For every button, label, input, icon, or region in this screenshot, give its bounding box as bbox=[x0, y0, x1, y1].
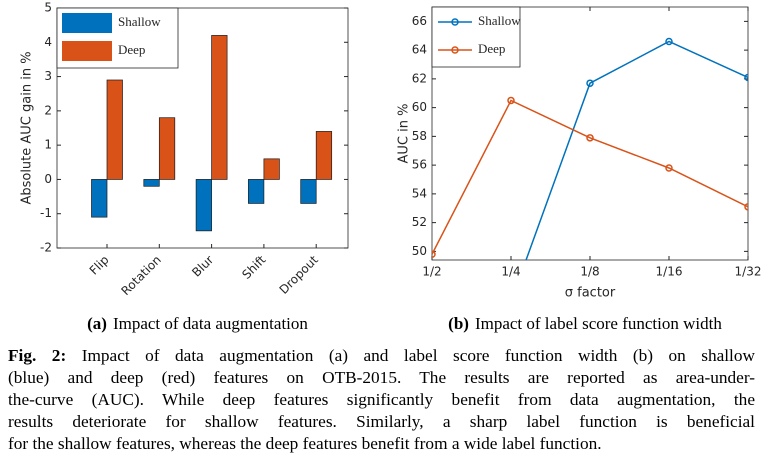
x-axis-label: σ factor bbox=[565, 286, 616, 301]
legend-label: Deep bbox=[478, 41, 505, 56]
y-tick-label: 5 bbox=[44, 1, 52, 15]
caption-text: the-curve (AUC). While deep features sig… bbox=[8, 390, 755, 409]
bar bbox=[315, 131, 333, 180]
y-axis-label: Absolute AUC gain in % bbox=[20, 51, 35, 204]
figure: -2 -1 0 1 2 3 4 5 Absolute AUC gain in % (a) Impac… bbox=[20, 1, 762, 333]
legend-swatch-marker bbox=[451, 18, 459, 26]
point bbox=[586, 79, 594, 87]
x-tick-label: 1/2 bbox=[422, 265, 441, 279]
x-tick-label: 1/4 bbox=[501, 265, 520, 279]
y-tick-label: 4 bbox=[44, 35, 52, 49]
y-tick-label: 54 bbox=[412, 186, 427, 200]
series-line bbox=[432, 99, 748, 255]
y-tick-label: 50 bbox=[412, 244, 427, 258]
legend-swatch bbox=[62, 13, 112, 33]
subcaption-label: (b) bbox=[448, 314, 469, 333]
bar bbox=[158, 117, 176, 180]
point bbox=[665, 164, 673, 172]
y-tick-label: 56 bbox=[412, 158, 427, 172]
x-tick-label: 1/32 bbox=[735, 265, 762, 279]
y-tick-label: 66 bbox=[412, 14, 427, 28]
subcaption: (a) Impact of data augmentation bbox=[87, 314, 308, 333]
y-tick-label: -1 bbox=[40, 206, 52, 220]
y-tick-label: 3 bbox=[44, 69, 52, 83]
x-tick-label: Dropout bbox=[277, 252, 321, 296]
caption-text: Impact of data augmentation (a) and labe… bbox=[81, 346, 755, 365]
point bbox=[432, 250, 436, 258]
bar bbox=[263, 158, 280, 180]
caption-text: for the shallow features, whereas the de… bbox=[8, 434, 602, 453]
y-tick-label: -2 bbox=[40, 241, 52, 255]
caption-line: Fig. 2: Impact of data augmentation (a) … bbox=[8, 345, 755, 367]
caption-line: (blue) and deep (red) features on OTB-20… bbox=[8, 367, 755, 389]
caption-line: results deteriorate for shallow features… bbox=[8, 411, 755, 433]
x-tick-label: Blur bbox=[189, 253, 216, 280]
y-tick-label: 0 bbox=[44, 172, 52, 186]
bar bbox=[211, 35, 228, 180]
point bbox=[744, 203, 748, 211]
point bbox=[744, 73, 748, 82]
y-tick-label: 60 bbox=[412, 100, 427, 114]
plot-area bbox=[432, 37, 748, 305]
caption-label: Fig. 2: bbox=[8, 346, 67, 365]
x-tick-label: 1/16 bbox=[656, 265, 683, 279]
series-line bbox=[525, 40, 748, 260]
figure-caption: Fig. 2: Impact of data augmentation (a) … bbox=[8, 345, 755, 455]
subcaption: (b) Impact of label score function width bbox=[448, 314, 722, 333]
subcaption-text: Impact of data augmentation bbox=[113, 314, 308, 333]
legend-label: Shallow bbox=[118, 14, 161, 29]
caption-text: results deteriorate for shallow features… bbox=[8, 412, 755, 431]
y-tick-label: 64 bbox=[412, 43, 427, 57]
y-tick-label: 52 bbox=[412, 215, 427, 229]
legend-swatch bbox=[62, 41, 112, 61]
point bbox=[507, 96, 515, 105]
subcaption-label: (a) bbox=[87, 314, 107, 333]
caption-text: (blue) and deep (red) features on OTB-20… bbox=[8, 368, 755, 387]
bar bbox=[248, 179, 265, 204]
plot-frame bbox=[56, 7, 349, 249]
x-tick-label: Rotation bbox=[119, 253, 164, 298]
y-tick-label: 1 bbox=[44, 138, 52, 152]
y-tick-label: 2 bbox=[44, 103, 52, 117]
point bbox=[586, 134, 594, 142]
bar bbox=[91, 179, 108, 218]
y-tick-label: 62 bbox=[412, 71, 427, 85]
legend-label: Deep bbox=[118, 42, 145, 57]
caption-line: for the shallow features, whereas the de… bbox=[8, 433, 755, 455]
bar bbox=[195, 179, 212, 232]
x-tick-label: Shift bbox=[239, 252, 268, 281]
y-axis-label: AUC in % bbox=[397, 104, 412, 164]
caption-line: the-curve (AUC). While deep features sig… bbox=[8, 389, 755, 411]
legend-box bbox=[431, 6, 521, 68]
point bbox=[665, 37, 673, 46]
bar bbox=[143, 179, 160, 187]
subcaption-text: Impact of label score function width bbox=[475, 314, 722, 333]
legend-swatch-marker bbox=[451, 46, 459, 54]
bar bbox=[106, 79, 123, 180]
y-tick-label: 58 bbox=[412, 129, 427, 143]
x-tick-label: Flip bbox=[87, 253, 112, 278]
legend-label: Shallow bbox=[478, 13, 521, 28]
x-tick-label: 1/8 bbox=[580, 265, 599, 279]
bar bbox=[300, 179, 317, 204]
point bbox=[508, 299, 514, 305]
